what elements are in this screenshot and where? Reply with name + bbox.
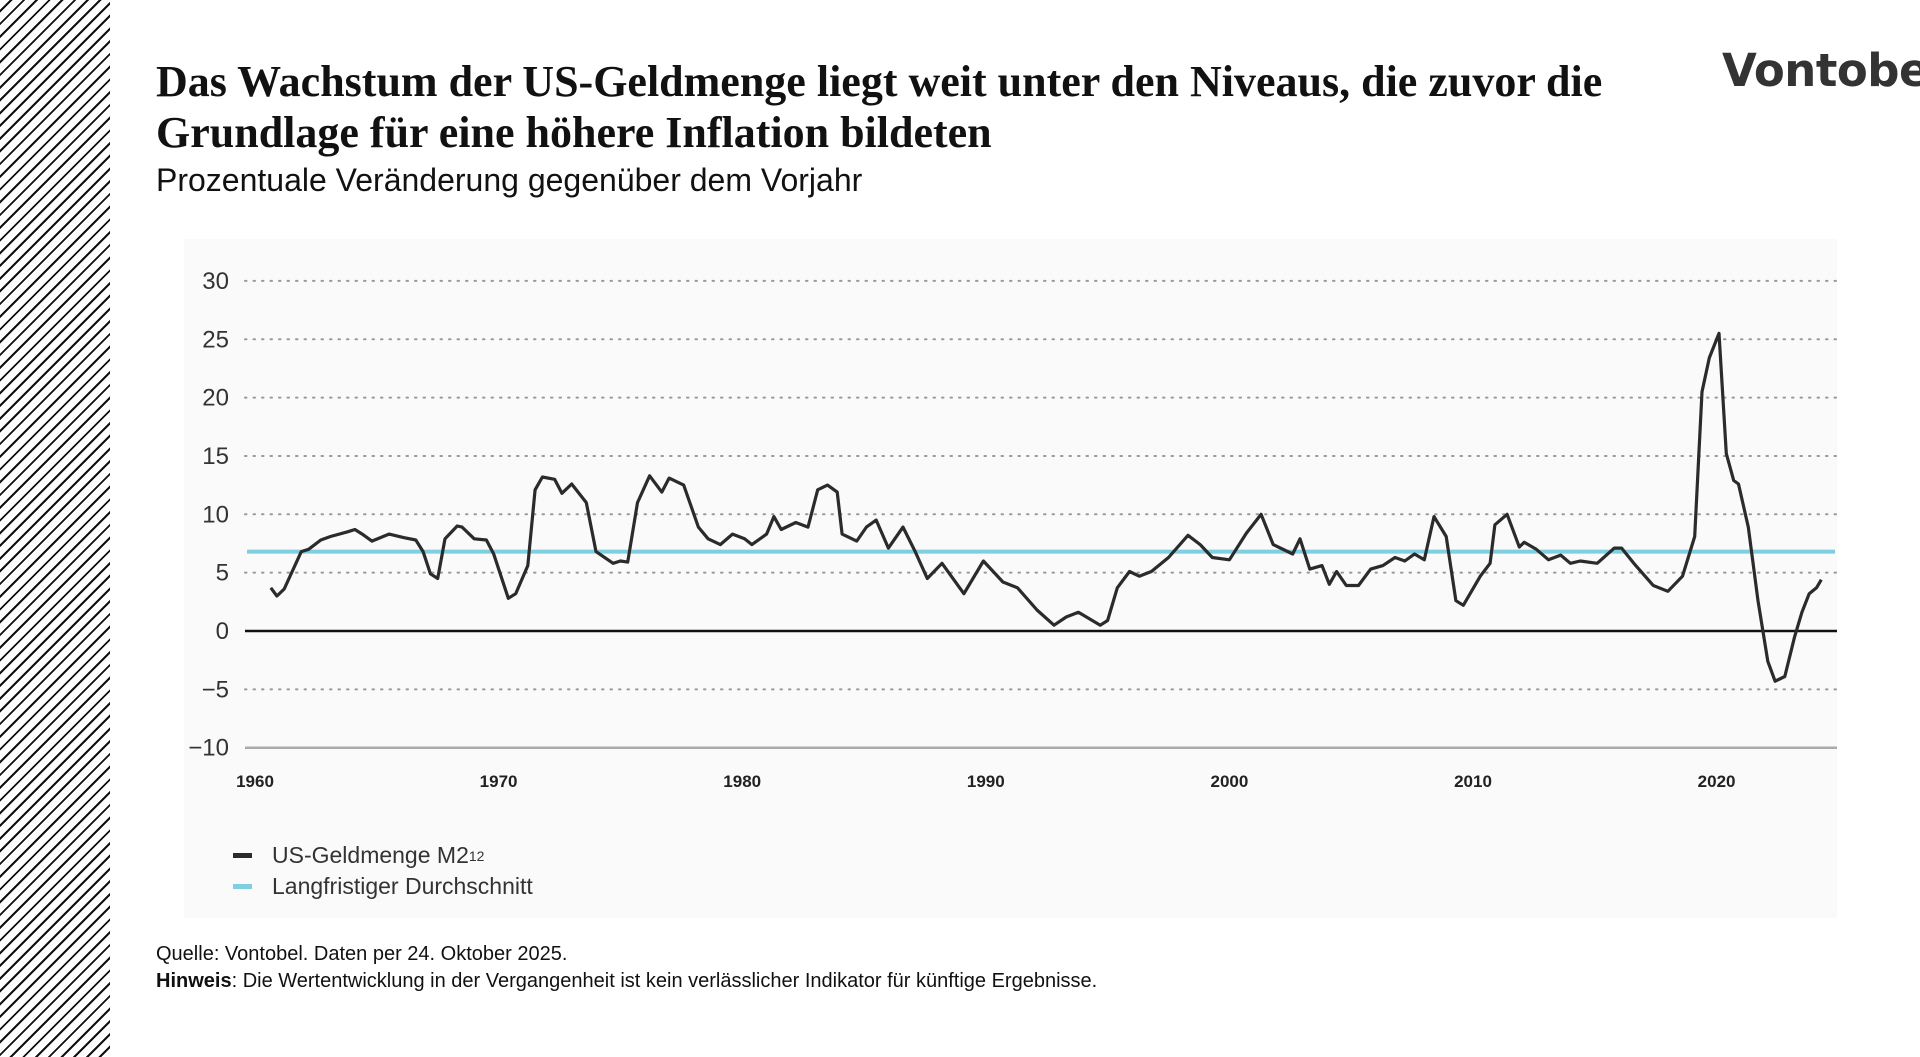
y-tick-label: 15 bbox=[202, 443, 229, 470]
y-tick-label: 5 bbox=[216, 560, 229, 587]
chart-legend: US-Geldmenge M2 12 Langfristiger Durchsch… bbox=[233, 840, 533, 902]
hatched-decoration bbox=[0, 0, 110, 1057]
x-tick-label: 1960 bbox=[236, 772, 274, 791]
y-tick-label: −5 bbox=[202, 676, 229, 703]
footnotes: Quelle: Vontobel. Daten per 24. Oktober … bbox=[156, 941, 1097, 995]
y-tick-label: −10 bbox=[188, 735, 229, 762]
gridlines bbox=[244, 279, 1838, 749]
page-title: Das Wachstum der US-Geldmenge liegt weit… bbox=[156, 57, 1603, 157]
y-tick-label: 30 bbox=[202, 268, 229, 295]
x-tick-label: 1980 bbox=[723, 772, 761, 791]
legend-label-m2: US-Geldmenge M2 bbox=[272, 842, 469, 868]
disclaimer-label: Hinweis bbox=[156, 970, 232, 992]
x-tick-label: 2020 bbox=[1698, 772, 1736, 791]
x-tick-label: 1970 bbox=[480, 772, 518, 791]
legend-swatch-m2 bbox=[233, 853, 252, 858]
legend-swatch-average bbox=[233, 884, 252, 889]
disclaimer-note: Hinweis: Die Wertentwicklung in der Verg… bbox=[156, 968, 1097, 995]
series-layer bbox=[247, 331, 1835, 683]
x-axis-ticks: 1960 1970 1980 1990 2000 2010 2020 bbox=[236, 772, 1735, 791]
y-tick-label: 20 bbox=[202, 385, 229, 412]
m2-growth-line bbox=[269, 331, 1823, 683]
y-tick-label: 25 bbox=[202, 326, 229, 353]
source-note: Quelle: Vontobel. Daten per 24. Oktober … bbox=[156, 943, 568, 965]
y-tick-label: 0 bbox=[216, 618, 229, 645]
legend-label-average: Langfristiger Durchschnitt bbox=[272, 873, 533, 899]
y-axis-ticks: 30 25 20 15 10 5 0 −5 −10 bbox=[188, 268, 229, 762]
vontobel-logo: Vontobel bbox=[1722, 44, 1920, 97]
y-tick-label: 10 bbox=[202, 501, 229, 528]
legend-item-average: Langfristiger Durchschnitt bbox=[233, 871, 533, 902]
legend-item-m2: US-Geldmenge M2 12 bbox=[233, 840, 533, 871]
chart-panel bbox=[184, 239, 1837, 918]
chart-subtitle: Prozentuale Veränderung gegenüber dem Vo… bbox=[156, 162, 863, 198]
x-tick-label: 2000 bbox=[1210, 772, 1248, 791]
legend-footnote-ref: 12 bbox=[468, 847, 485, 864]
x-tick-label: 1990 bbox=[967, 772, 1005, 791]
disclaimer-text: : Die Wertentwicklung in der Vergangenhe… bbox=[231, 970, 1098, 992]
x-tick-label: 2010 bbox=[1454, 772, 1492, 791]
